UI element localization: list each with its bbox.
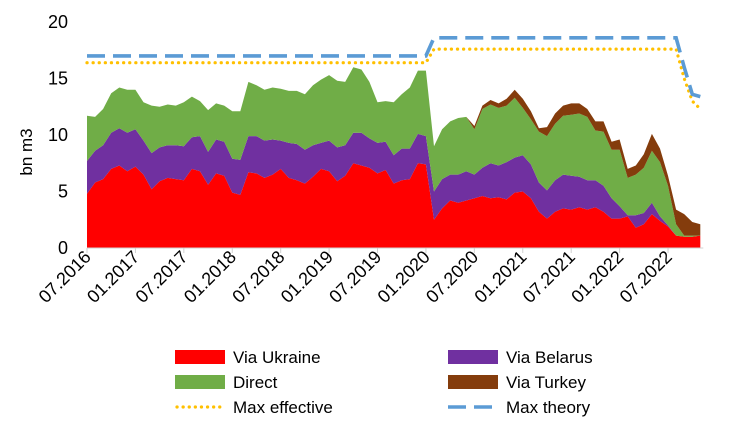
x-tick-label: 01.2021 [470,247,530,307]
x-tick-label: 07.2018 [228,247,288,307]
legend-swatch [448,375,498,389]
legend-label: Via Belarus [506,348,593,367]
legend-item-direct: Direct [175,373,278,392]
line-max-theory [87,36,701,99]
y-axis-label: bn m3 [17,128,36,175]
area-direct [87,67,701,237]
x-tick-label: 01.2020 [374,247,434,307]
x-tick-label: 01.2019 [277,247,337,307]
x-tick-label: 07.2020 [422,247,482,307]
line-max-effective [85,47,702,111]
legend: Via Ukraine Via Belarus Direct Via Turkey Ma… [175,348,593,417]
capacity-lines [85,36,702,111]
x-tick-label: 01.2017 [83,247,143,307]
x-tick-label: 01.2022 [567,247,627,307]
legend-label: Via Ukraine [233,348,321,367]
legend-label: Max effective [233,398,333,417]
legend-item-via-turkey: Via Turkey [448,373,587,392]
area-via-belarus [87,128,701,237]
legend-item-max-effective: Max effective [175,398,333,417]
legend-item-via-belarus: Via Belarus [448,348,593,367]
x-tick-label: 07.2019 [325,247,385,307]
y-tick-label: 5 [58,182,68,202]
legend-label: Max theory [506,398,591,417]
legend-label: Via Turkey [506,373,587,392]
legend-swatch [448,350,498,364]
y-tick-label: 20 [48,12,68,32]
legend-item-via-ukraine: Via Ukraine [175,348,321,367]
y-tick-label: 15 [48,69,68,89]
x-tick-label: 07.2021 [519,247,579,307]
legend-swatch [175,375,225,389]
legend-label: Direct [233,373,278,392]
x-tick-label: 07.2017 [132,247,192,307]
stacked-areas [87,67,701,248]
y-tick-label: 10 [48,125,68,145]
x-tick-label: 01.2018 [180,247,240,307]
area-via-ukraine [87,163,701,248]
legend-item-max-theory: Max theory [448,398,591,417]
y-tick-label: 0 [58,238,68,258]
x-tick-label: 07.2022 [616,247,676,307]
legend-swatch [175,350,225,364]
